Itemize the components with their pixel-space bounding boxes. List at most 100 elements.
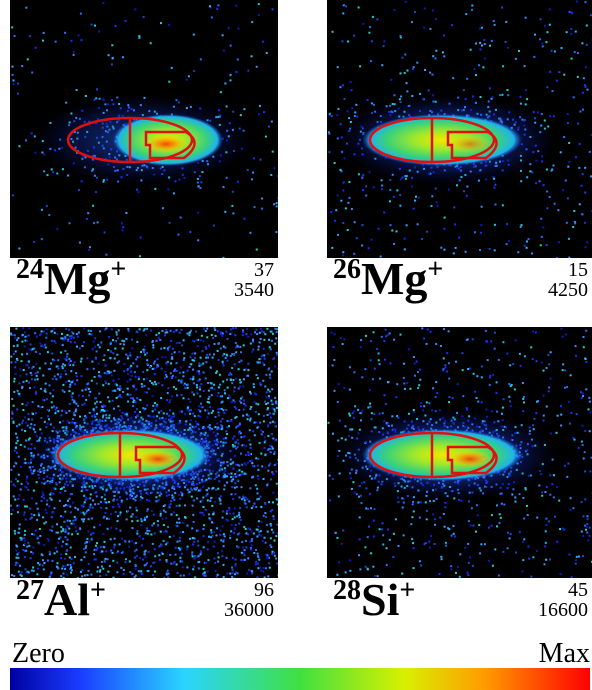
noise-pixel xyxy=(23,514,25,516)
noise-pixel xyxy=(389,200,391,202)
noise-pixel xyxy=(72,364,74,366)
noise-pixel xyxy=(47,423,49,425)
noise-pixel xyxy=(88,249,90,251)
noise-pixel xyxy=(239,382,241,384)
charge: + xyxy=(110,254,126,285)
noise-pixel xyxy=(466,78,468,80)
noise-pixel xyxy=(231,420,233,422)
noise-pixel xyxy=(154,402,156,404)
noise-pixel xyxy=(218,331,220,333)
noise-pixel xyxy=(155,383,157,385)
noise-pixel xyxy=(474,68,476,70)
noise-pixel xyxy=(244,497,246,499)
noise-pixel xyxy=(271,446,273,448)
noise-pixel xyxy=(355,104,357,106)
noise-pixel xyxy=(47,174,49,176)
noise-pixel xyxy=(278,550,280,552)
noise-pixel xyxy=(273,453,275,455)
noise-pixel xyxy=(128,330,130,332)
noise-pixel xyxy=(104,372,106,374)
noise-pixel xyxy=(222,541,224,543)
noise-pixel xyxy=(75,530,77,532)
noise-pixel xyxy=(244,559,246,561)
noise-pixel xyxy=(152,395,154,397)
noise-pixel xyxy=(381,64,383,66)
noise-pixel xyxy=(271,471,273,473)
noise-pixel xyxy=(115,511,117,513)
noise-pixel xyxy=(138,376,140,378)
noise-pixel xyxy=(396,189,398,191)
noise-pixel xyxy=(158,546,160,548)
noise-pixel xyxy=(269,391,271,393)
noise-pixel xyxy=(551,50,553,52)
noise-pixel xyxy=(65,543,67,545)
noise-pixel xyxy=(62,363,64,365)
noise-pixel xyxy=(234,417,236,419)
noise-pixel xyxy=(273,518,275,520)
noise-pixel xyxy=(257,465,259,467)
noise-pixel xyxy=(167,526,169,528)
noise-pixel xyxy=(238,368,240,370)
noise-pixel xyxy=(577,52,579,54)
noise-pixel xyxy=(82,569,84,571)
noise-pixel xyxy=(223,412,225,414)
noise-pixel xyxy=(347,202,349,204)
noise-pixel xyxy=(238,388,240,390)
noise-pixel xyxy=(83,548,85,550)
noise-pixel xyxy=(435,18,437,20)
noise-pixel xyxy=(400,96,402,98)
noise-pixel xyxy=(43,170,45,172)
noise-pixel xyxy=(193,578,195,580)
noise-pixel xyxy=(222,510,224,512)
noise-pixel xyxy=(169,401,171,403)
noise-pixel xyxy=(100,546,102,548)
noise-pixel xyxy=(111,328,113,330)
noise-pixel xyxy=(119,530,121,532)
noise-pixel xyxy=(136,530,138,532)
noise-pixel xyxy=(143,351,145,353)
noise-pixel xyxy=(183,397,185,399)
noise-pixel xyxy=(164,347,166,349)
noise-pixel xyxy=(40,407,42,409)
noise-pixel xyxy=(214,541,216,543)
noise-pixel xyxy=(219,500,221,502)
noise-pixel xyxy=(36,519,38,521)
noise-pixel xyxy=(42,564,44,566)
noise-pixel xyxy=(239,386,241,388)
noise-pixel xyxy=(258,413,260,415)
noise-pixel xyxy=(169,399,171,401)
noise-pixel xyxy=(198,415,200,417)
ion-image: 24Mg+373540 xyxy=(10,0,279,304)
noise-pixel xyxy=(138,378,140,380)
noise-pixel xyxy=(251,351,253,353)
noise-pixel xyxy=(249,460,251,462)
noise-pixel xyxy=(95,549,97,551)
noise-pixel xyxy=(234,406,236,408)
noise-pixel xyxy=(75,526,77,528)
noise-pixel xyxy=(479,28,481,30)
noise-pixel xyxy=(113,370,115,372)
noise-pixel xyxy=(137,356,139,358)
noise-pixel xyxy=(277,503,279,505)
noise-pixel xyxy=(91,361,93,363)
noise-pixel xyxy=(206,336,208,338)
noise-pixel xyxy=(328,151,330,153)
noise-pixel xyxy=(95,545,97,547)
noise-pixel xyxy=(100,501,102,503)
noise-pixel xyxy=(71,533,73,535)
noise-pixel xyxy=(53,487,55,489)
noise-pixel xyxy=(494,24,496,26)
noise-pixel xyxy=(55,41,57,43)
noise-pixel xyxy=(123,569,125,571)
noise-pixel xyxy=(246,498,248,500)
noise-pixel xyxy=(263,348,265,350)
noise-pixel xyxy=(208,559,210,561)
noise-pixel xyxy=(160,348,162,350)
noise-pixel xyxy=(141,520,143,522)
noise-pixel xyxy=(240,432,242,434)
noise-pixel xyxy=(232,212,234,214)
noise-pixel xyxy=(570,33,572,35)
noise-pixel xyxy=(31,367,33,369)
noise-pixel xyxy=(25,440,27,442)
noise-pixel xyxy=(82,404,84,406)
